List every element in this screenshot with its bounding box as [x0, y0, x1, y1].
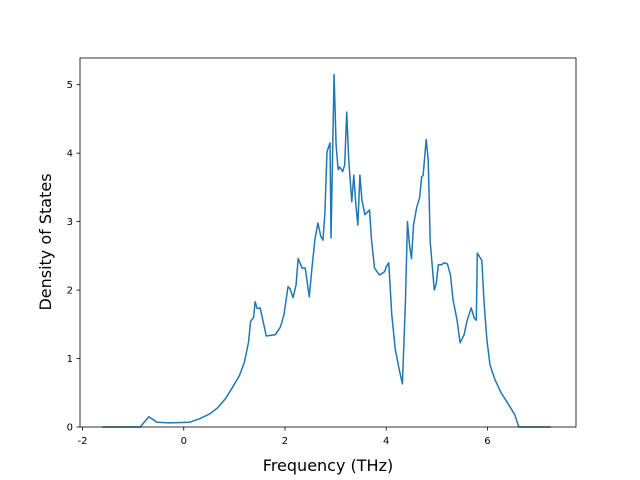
x-tick-label: 6 — [484, 436, 490, 447]
y-axis-label: Density of States — [36, 173, 55, 310]
x-axis-label: Frequency (THz) — [263, 456, 393, 475]
y-tick-label: 3 — [67, 217, 73, 228]
x-tick-label: 4 — [383, 436, 389, 447]
y-tick-label: 0 — [67, 423, 73, 434]
y-tick-label: 2 — [67, 286, 73, 297]
line — [102, 73, 551, 428]
y-tick-label: 1 — [67, 354, 73, 365]
x-tick-label: 2 — [282, 436, 288, 447]
y-tick-label: 5 — [67, 80, 73, 91]
plot-frame — [79, 57, 577, 428]
y-tick-label: 4 — [67, 149, 73, 160]
x-tick-label: -2 — [78, 436, 88, 447]
x-tick-label: 0 — [181, 436, 187, 447]
